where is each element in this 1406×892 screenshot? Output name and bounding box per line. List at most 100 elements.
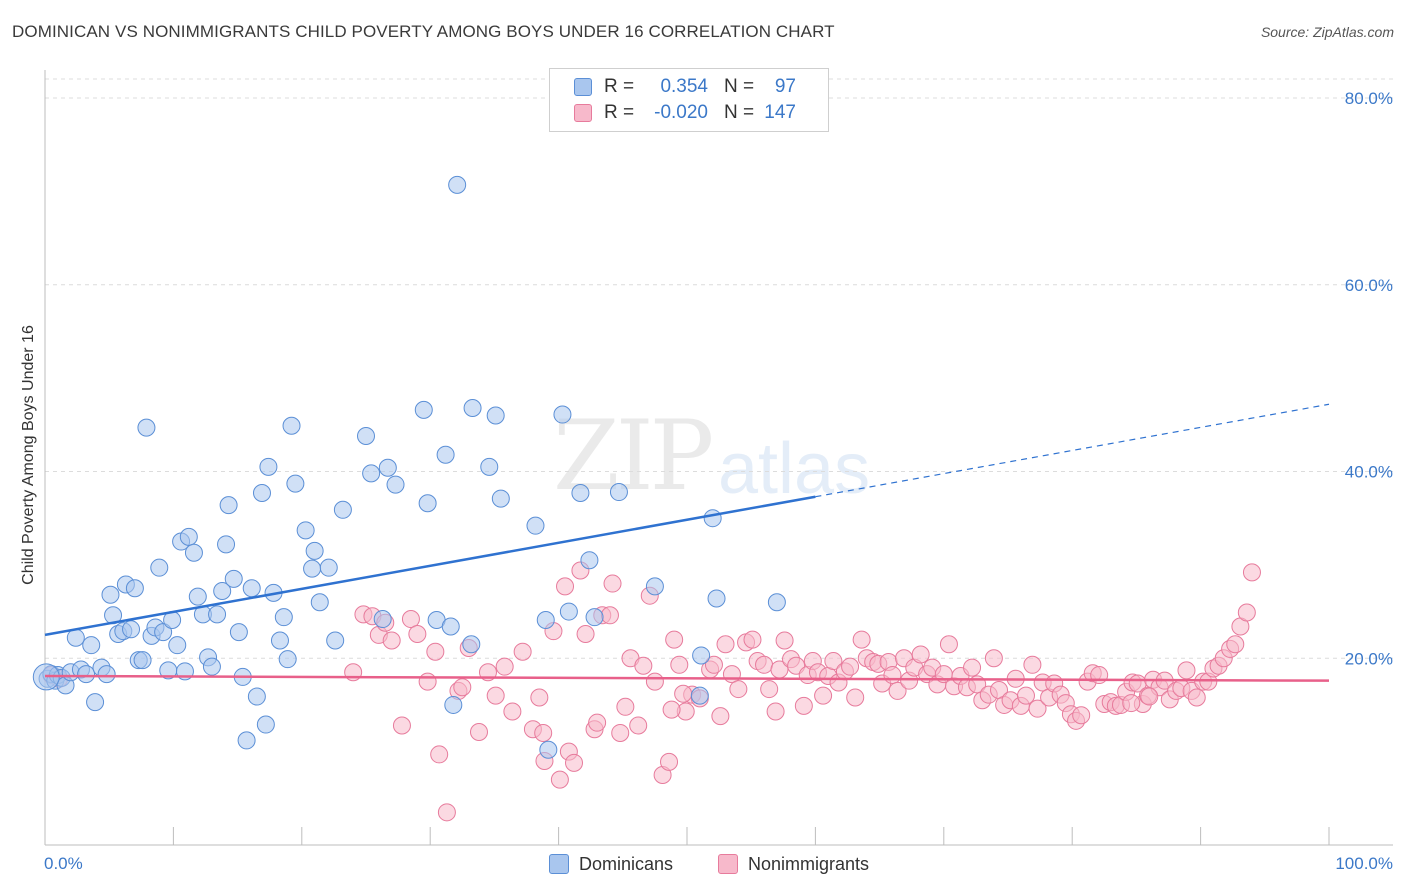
nonimmigrants-point <box>766 702 785 721</box>
dominicans-point <box>229 623 248 642</box>
dominicans-point <box>202 657 221 676</box>
nonimmigrants-point <box>588 713 607 732</box>
nonimmigrants-point <box>1028 699 1047 718</box>
nonimmigrants-point <box>1237 603 1256 622</box>
nonimmigrants-point <box>1023 655 1042 674</box>
nonimmigrants-point <box>600 606 619 625</box>
dominicans-point <box>378 458 397 477</box>
nonimmigrants-point <box>775 631 794 650</box>
nonimmigrants-point <box>513 642 532 661</box>
bottom-legend-swatch-nonimmigrants <box>718 854 738 874</box>
nonimmigrants-point <box>418 672 437 691</box>
legend-row-dominicans: R = 0.354 N = 97 <box>574 76 796 98</box>
dominicans-point <box>462 635 481 654</box>
legend-row-nonimmigrants: R = -0.020 N = 147 <box>574 102 796 124</box>
dominicans-trend-extension <box>815 403 1330 498</box>
x-tick-label: 0.0% <box>44 854 83 873</box>
nonimmigrants-point <box>1140 687 1159 706</box>
dominicans-point <box>256 715 275 734</box>
dominicans-point <box>101 585 120 604</box>
dominicans-point <box>82 636 101 655</box>
dominicans-point <box>154 623 173 642</box>
dominicans-point <box>208 605 227 624</box>
bottom-legend-dominicans: Dominicans <box>549 851 673 877</box>
dominicans-point <box>526 516 545 535</box>
legend-r-value: -0.020 <box>654 102 708 123</box>
dominicans-point <box>310 593 329 612</box>
nonimmigrants-point <box>939 635 958 654</box>
dominicans-point <box>274 608 293 627</box>
dominicans-point <box>585 608 604 627</box>
nonimmigrants-point <box>401 610 420 629</box>
nonimmigrants-point <box>430 745 449 764</box>
correlation-legend: R = 0.354 N = 97 R = -0.020 N = 147 <box>549 68 829 132</box>
dominicans-point <box>97 665 116 684</box>
nonimmigrants-point <box>722 665 741 684</box>
nonimmigrants-point <box>1226 635 1245 654</box>
bottom-legend-swatch-dominicans <box>549 854 569 874</box>
dominicans-point <box>213 582 232 601</box>
nonimmigrants-point <box>382 631 401 650</box>
chart-title: DOMINICAN VS NONIMMIGRANTS CHILD POVERTY… <box>12 22 835 41</box>
dominicans-point <box>296 521 315 540</box>
nonimmigrants-point <box>486 686 505 705</box>
dominicans-point <box>137 418 156 437</box>
source-label: Source: ZipAtlas.com <box>1260 24 1394 40</box>
nonimmigrants-point <box>469 723 488 742</box>
nonimmigrants-point <box>603 574 622 593</box>
nonimmigrants-point <box>841 657 860 676</box>
nonimmigrants-point <box>963 658 982 677</box>
nonimmigrants-point <box>556 577 575 596</box>
nonimmigrants-point <box>662 700 681 719</box>
dominicans-point <box>559 602 578 621</box>
dominicans-point <box>305 541 324 560</box>
nonimmigrants-point <box>616 697 635 716</box>
y-tick-label: 40.0% <box>1345 463 1393 482</box>
nonimmigrants-point <box>984 649 1003 668</box>
nonimmigrants-point <box>704 655 723 674</box>
nonimmigrants-point <box>1122 694 1141 713</box>
dominicans-point <box>767 593 786 612</box>
nonimmigrants-point <box>665 630 684 649</box>
dominicans-trend-line <box>44 495 816 637</box>
dominicans-point <box>168 636 187 655</box>
legend-swatch-dominicans <box>574 78 592 96</box>
watermark-atlas: atlas <box>718 429 871 509</box>
dominicans-point <box>270 631 289 650</box>
nonimmigrants-point <box>1242 563 1261 582</box>
nonimmigrants-trend-line <box>44 674 1330 682</box>
legend-r-value: 0.354 <box>660 76 708 97</box>
nonimmigrants-point <box>888 681 907 700</box>
bottom-legend-nonimmigrants: Nonimmigrants <box>718 851 869 877</box>
nonimmigrants-point <box>760 680 779 699</box>
dominicans-point <box>303 559 322 578</box>
nonimmigrants-point <box>392 716 411 735</box>
legend-n-value: 147 <box>764 102 796 123</box>
dominicans-point <box>237 731 256 750</box>
legend-n-value: 97 <box>774 76 796 97</box>
nonimmigrants-point <box>670 655 689 674</box>
nonimmigrants-point <box>814 686 833 705</box>
dominicans-point <box>286 474 305 493</box>
dominicans-point <box>444 695 463 714</box>
nonimmigrants-point <box>530 688 549 707</box>
dominicans-point <box>480 457 499 476</box>
nonimmigrants-point <box>711 707 730 726</box>
y-tick-label: 60.0% <box>1345 276 1393 295</box>
dominicans-point <box>217 535 236 554</box>
nonimmigrants-point <box>453 678 472 697</box>
dominicans-point <box>362 464 381 483</box>
nonimmigrants-point <box>716 635 735 654</box>
legend-r-label: R = <box>604 102 635 123</box>
dominicans-point <box>692 646 711 665</box>
nonimmigrants-point <box>550 770 569 789</box>
dominicans-point <box>184 543 203 562</box>
dominicans-point <box>536 610 555 629</box>
legend-r-label: R = <box>604 76 635 97</box>
dominicans-point <box>247 687 266 706</box>
dominicans-point <box>188 587 207 606</box>
dominicans-point <box>580 551 599 570</box>
bottom-legend-label-dominicans: Dominicans <box>579 853 674 874</box>
nonimmigrants-point <box>1072 706 1091 725</box>
